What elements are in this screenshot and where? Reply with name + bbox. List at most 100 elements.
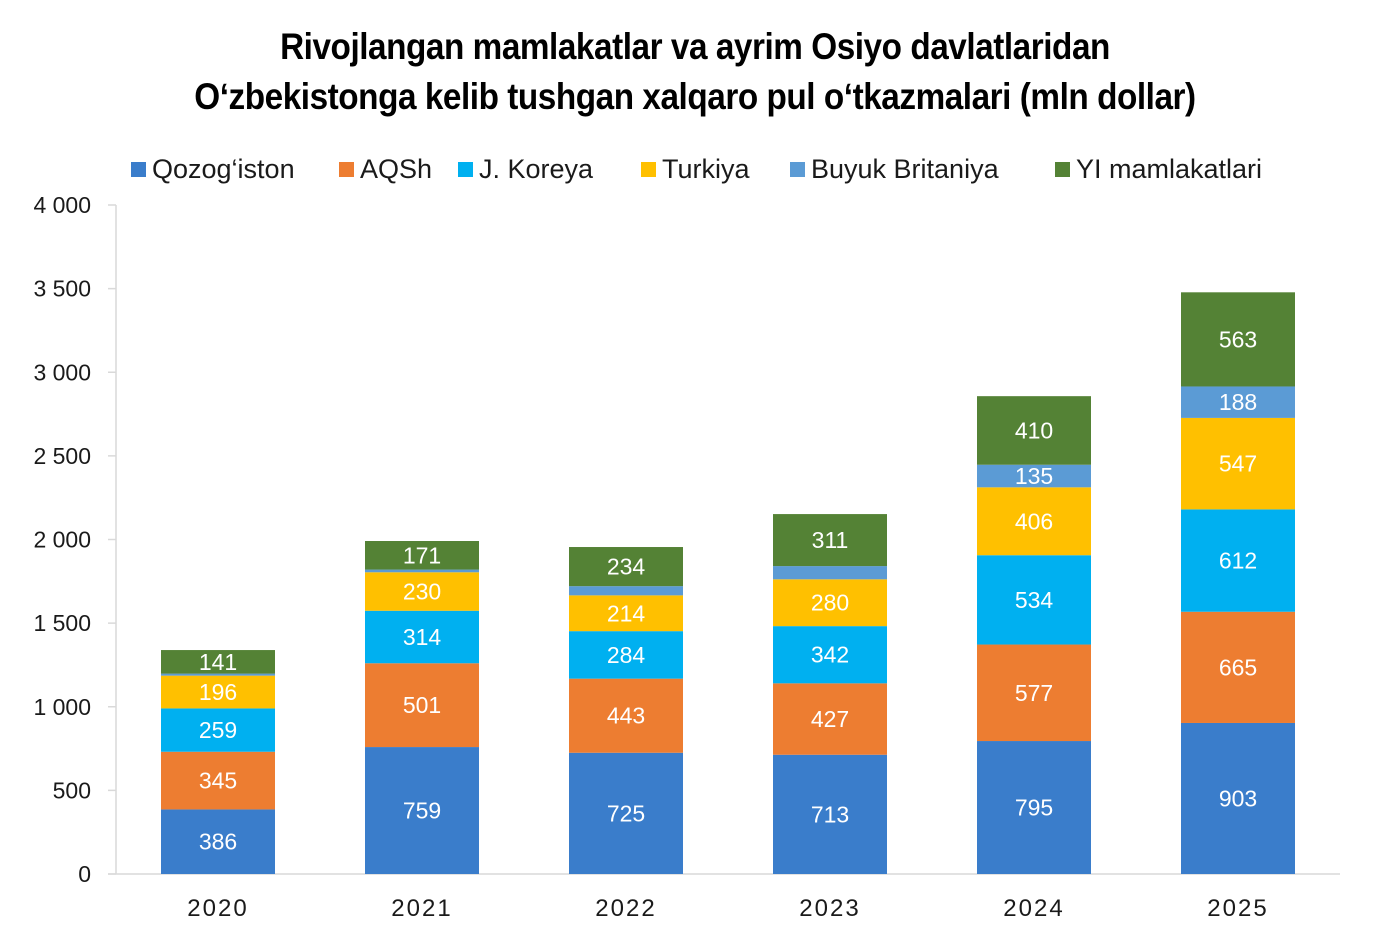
- y-tick-label: 1 500: [33, 610, 91, 636]
- data-label: 214: [607, 600, 646, 626]
- bar-segment: [569, 547, 683, 587]
- data-label: 406: [1015, 508, 1053, 534]
- bar-segment: [1181, 509, 1295, 612]
- x-tick-label: 2022: [595, 895, 656, 922]
- x-tick-label: 2021: [391, 895, 452, 922]
- legend-item-buyuk-britaniya: Buyuk Britaniya: [790, 154, 999, 185]
- legend-label: YI mamlakatlari: [1076, 154, 1263, 184]
- data-label: 284: [607, 642, 646, 668]
- bar-segment: [161, 650, 275, 674]
- y-tick-label: 500: [53, 777, 91, 803]
- bar-segment: [1181, 292, 1295, 387]
- bar-segment: [977, 644, 1091, 742]
- data-label: 141: [199, 649, 237, 675]
- bar-segment: [161, 708, 275, 752]
- legend-item-yi-mamlakatlari: YI mamlakatlari: [1055, 154, 1262, 185]
- data-label: 759: [403, 798, 441, 824]
- bar-segment: [161, 673, 275, 676]
- legend-swatch: [131, 162, 146, 177]
- data-label: 725: [607, 800, 645, 826]
- data-label: 230: [403, 579, 441, 605]
- bar-segment: [773, 754, 887, 874]
- chart-title-line-1: Rivojlangan mamlakatlar va ayrim Osiyo d…: [280, 26, 1110, 67]
- data-label: 386: [199, 829, 237, 855]
- y-tick-label: 3 500: [33, 276, 91, 302]
- bar-segment: [773, 566, 887, 580]
- legend-label: Turkiya: [662, 154, 750, 184]
- legend-label: Buyuk Britaniya: [811, 154, 999, 184]
- y-tick-label: 4 000: [33, 192, 91, 218]
- data-label: 410: [1015, 417, 1053, 443]
- bar-segment: [569, 678, 683, 753]
- data-label: 713: [811, 801, 849, 827]
- data-label: 665: [1219, 654, 1257, 680]
- data-label: 259: [199, 717, 237, 743]
- data-label: 903: [1219, 785, 1257, 811]
- y-tick-label: 3 000: [33, 359, 91, 385]
- data-label: 196: [199, 679, 237, 705]
- data-label: 443: [607, 703, 645, 729]
- legend: Qozog‘iston AQSh J. Koreya Turkiya Buyuk…: [0, 154, 1390, 190]
- bar-segment: [161, 751, 275, 810]
- x-tick-label: 2025: [1207, 895, 1268, 922]
- legend-item-aqsh: AQSh: [339, 154, 432, 185]
- bar-segment: [773, 683, 887, 755]
- y-tick-label: 2 000: [33, 527, 91, 553]
- bar-segment: [977, 741, 1091, 874]
- data-label: 234: [607, 554, 646, 580]
- data-label: 342: [811, 642, 849, 668]
- bar-segment: [773, 514, 887, 567]
- legend-swatch: [458, 162, 473, 177]
- data-label: 612: [1219, 548, 1257, 574]
- bar-segment: [977, 396, 1091, 465]
- data-label: 171: [403, 542, 441, 568]
- bar-segment: [773, 579, 887, 627]
- data-label: 345: [199, 768, 237, 794]
- legend-swatch: [339, 162, 354, 177]
- y-tick-label: 0: [78, 861, 91, 887]
- legend-item-j-koreya: J. Koreya: [458, 154, 593, 185]
- legend-swatch: [641, 162, 656, 177]
- data-label: 534: [1015, 587, 1054, 613]
- bar-segment: [365, 610, 479, 664]
- bar-segment: [365, 572, 479, 611]
- x-tick-label: 2020: [187, 895, 248, 922]
- bar-segment: [365, 663, 479, 748]
- bar-segment: [977, 464, 1091, 488]
- legend-item-qozogiston: Qozog‘iston: [131, 154, 295, 185]
- bar-segment: [569, 631, 683, 679]
- data-label: 135: [1015, 463, 1053, 489]
- bar-segment: [1181, 386, 1295, 418]
- x-tick-label: 2023: [799, 895, 860, 922]
- data-label: 577: [1015, 680, 1053, 706]
- legend-label: AQSh: [360, 154, 433, 184]
- bar-segment: [977, 487, 1091, 556]
- chart-title: Rivojlangan mamlakatlar va ayrim Osiyo d…: [70, 22, 1321, 122]
- bar-segment: [977, 555, 1091, 645]
- chart-title-line-2: O‘zbekistonga kelib tushgan xalqaro pul …: [194, 76, 1196, 117]
- data-label: 427: [811, 706, 849, 732]
- x-tick-label: 2024: [1003, 895, 1064, 922]
- bar-segment: [365, 569, 479, 573]
- bar-segment: [1181, 722, 1295, 874]
- bar-segment: [1181, 417, 1295, 510]
- data-label: 501: [403, 692, 441, 718]
- data-label: 547: [1219, 451, 1257, 477]
- data-label: 311: [812, 527, 849, 553]
- y-tick-label: 1 000: [33, 694, 91, 720]
- bar-segment: [365, 747, 479, 874]
- data-label: 280: [811, 590, 849, 616]
- bar-segment: [569, 752, 683, 874]
- data-label: 188: [1219, 389, 1257, 415]
- data-label: 563: [1219, 326, 1257, 352]
- data-label: 795: [1015, 795, 1053, 821]
- y-tick-label: 2 500: [33, 443, 91, 469]
- legend-swatch: [1055, 162, 1070, 177]
- bar-segment: [1181, 611, 1295, 723]
- data-label: 314: [403, 624, 442, 650]
- bar-segment: [161, 675, 275, 709]
- bar-segment: [569, 586, 683, 596]
- bar-segment: [365, 541, 479, 570]
- bar-segment: [773, 626, 887, 684]
